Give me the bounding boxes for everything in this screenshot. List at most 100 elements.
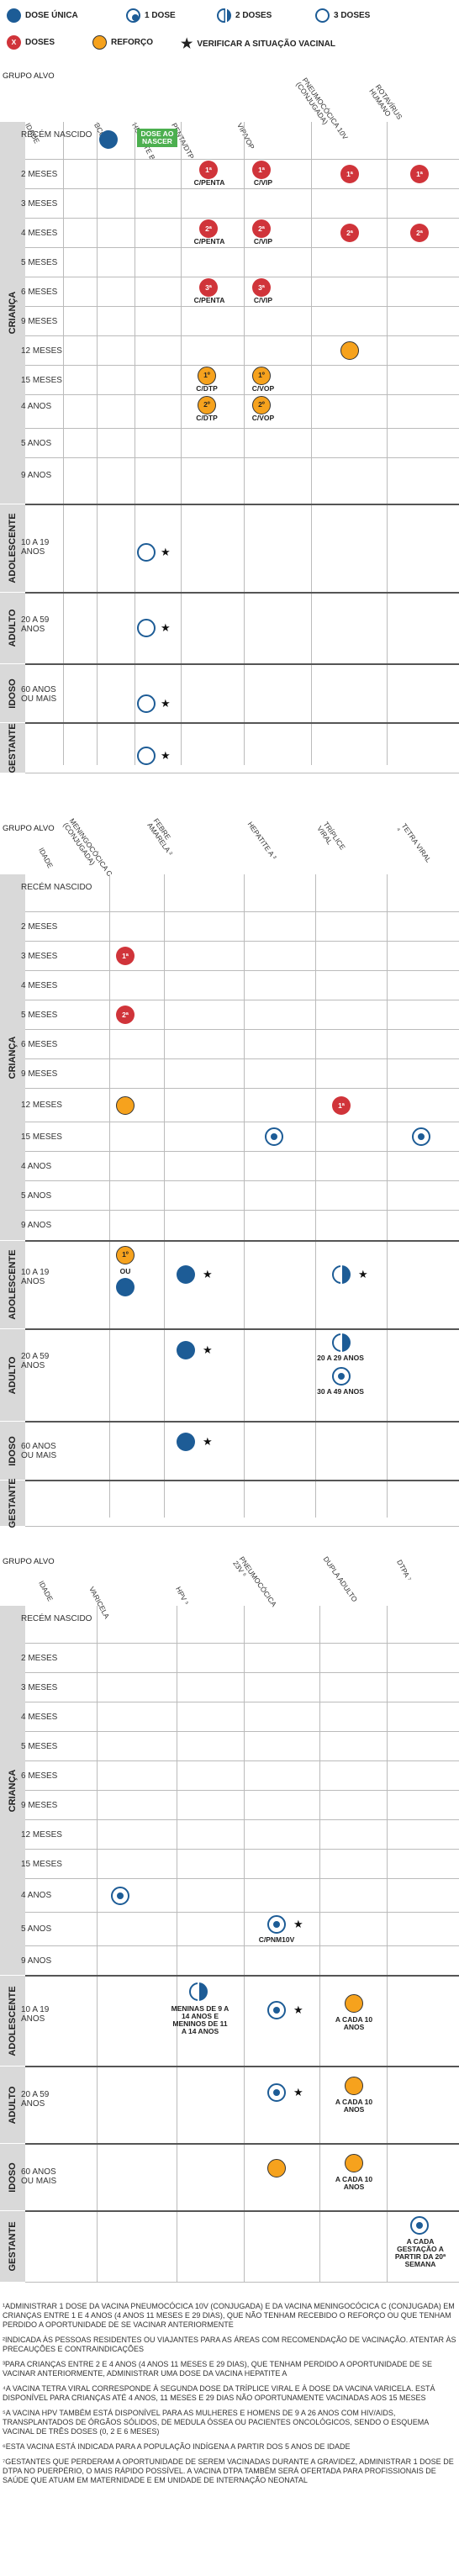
col-dupla: DUPLA ADULTO — [321, 1555, 360, 1604]
hpv-adol-cap: MENINAS DE 9 A 14 ANOS E MENINOS DE 11 A… — [171, 2004, 230, 2035]
hepb-idos-3doses — [137, 694, 156, 713]
pneumo23-5a-1dose — [267, 1915, 286, 1934]
group-crianca-1: CRIANÇA — [0, 122, 25, 504]
col-hepatite-a: HEPATITE A ³ — [245, 820, 278, 862]
hepb-adul-3doses — [137, 619, 156, 637]
footnotes: ¹ADMINISTRAR 1 DOSE DA VACINA PNEUMOCÓCI… — [3, 2302, 456, 2491]
group-idoso-3: IDOSO — [0, 2144, 25, 2211]
hepb-dose-ao-nascer: DOSE AO NASCER — [137, 129, 177, 147]
vop-r1-cap: C/VOP — [251, 384, 275, 393]
star-icon: ★ — [293, 1918, 303, 1930]
col-dtpa: DTPA ⁷ — [395, 1558, 414, 1583]
reforco-icon — [92, 35, 107, 50]
star-icon: ★ — [358, 1268, 368, 1280]
pneumo23-adol-1dose — [267, 2001, 286, 2019]
pneumo23-idos-reforco — [267, 2159, 286, 2177]
penta-d1-cap: C/PENTA — [193, 178, 225, 187]
triplice-d1: 1ª — [332, 1096, 351, 1115]
footnote-3: ³PARA CRIANÇAS ENTRE 2 E 4 ANOS (4 ANOS … — [3, 2360, 432, 2378]
t1-row-idos — [25, 664, 459, 723]
hepb-adol-3doses — [137, 543, 156, 562]
t1-age-5m: 5 MESES — [21, 258, 58, 267]
group-crianca-2: CRIANÇA — [0, 874, 25, 1241]
t1-age-4a: 4 ANOS — [21, 402, 52, 411]
t1-row-2m — [25, 160, 459, 189]
group-idoso-2: IDOSO — [0, 1422, 25, 1481]
t1-age-rn: RECÉM NASCIDO — [21, 130, 92, 140]
t1-age-9a: 9 ANOS — [21, 471, 52, 480]
footnote-2: ²INDICADA ÀS PESSOAS RESIDENTES OU VIAJA… — [3, 2336, 456, 2353]
vop-r2: 2º — [252, 396, 271, 414]
bcg-dose-unica — [99, 130, 118, 149]
t1-age-4m: 4 MESES — [21, 229, 58, 238]
dupla-adul-cap: A CADA 10 ANOS — [335, 2098, 373, 2114]
group-adolescente-1: ADOLESCENTE — [0, 504, 25, 593]
footnote-1: ¹ADMINISTRAR 1 DOSE DA VACINA PNEUMOCÓCI… — [3, 2302, 455, 2329]
t1-row-gest — [25, 723, 459, 773]
meningo-adol-unica — [116, 1278, 135, 1296]
t1-row-adol — [25, 504, 459, 593]
group-adolescente-3: ADOLESCENTE — [0, 1976, 25, 2067]
t1-row-4m — [25, 219, 459, 248]
legend-verificar: ★ VERIFICAR A SITUAÇÃO VACINAL — [181, 37, 335, 51]
t1-age-15m: 15 MESES — [21, 376, 62, 385]
star-icon: ★ — [293, 2003, 303, 2016]
doses-icon: X — [7, 35, 21, 50]
t1-age-adul: 20 A 59 ANOS — [21, 615, 50, 634]
t1-row-adul — [25, 593, 459, 664]
meningo-d1: 1ª — [116, 947, 135, 965]
penta-d3-cap: C/PENTA — [193, 296, 225, 304]
one-dose-icon — [126, 8, 140, 23]
t1-row-12m — [25, 336, 459, 366]
pneumo-d1: 1ª — [340, 165, 359, 183]
t1-age-9m: 9 MESES — [21, 317, 58, 326]
dose-unica-icon — [7, 8, 21, 23]
meningo-adol-reforco: 1º — [116, 1246, 135, 1264]
t1-row-9a — [25, 458, 459, 504]
footnote-7: ⁷GESTANTES QUE PERDERAM A OPORTUNIDADE D… — [3, 2457, 454, 2484]
dupla-idos-reforco — [345, 2154, 363, 2172]
t1-age-5a: 5 ANOS — [21, 439, 52, 448]
col-hpv: HPV ⁵ — [174, 1585, 191, 1607]
three-doses-icon — [315, 8, 330, 23]
col-febre: FEBRE AMARELA ² — [145, 816, 175, 858]
dupla-adol-cap: A CADA 10 ANOS — [335, 2015, 373, 2031]
two-doses-icon — [217, 8, 231, 27]
star-icon: ★ — [203, 1435, 213, 1448]
meningo-reforco — [116, 1096, 135, 1115]
febre-adol-unica — [177, 1265, 195, 1284]
vip-d3: 3ª — [252, 278, 271, 297]
legend-dose-unica: DOSE ÚNICA — [7, 8, 78, 23]
group-adulto-2: ADULTO — [0, 1329, 25, 1422]
hepb-gest-3doses — [137, 747, 156, 765]
pneumo-reforco — [340, 341, 359, 360]
legend-2-doses: 2 DOSES — [217, 8, 272, 27]
vip-d2: 2ª — [252, 219, 271, 238]
star-icon: ★ — [203, 1343, 213, 1356]
group-adulto-1: ADULTO — [0, 593, 25, 664]
col-triplice: TRÍPLICE VIRAL — [315, 820, 347, 852]
legend: DOSE ÚNICA 1 DOSE 2 DOSES 3 DOSES X DOSE… — [0, 0, 459, 59]
star-icon: ★ — [161, 749, 171, 762]
star-icon: ★ — [181, 37, 193, 51]
vip-d3-cap: C/VIP — [253, 296, 273, 304]
t1-row-5a — [25, 429, 459, 458]
t1-row-15m — [25, 366, 459, 395]
footnote-4: ⁴A VACINA TETRA VIRAL CORRESPONDE À SEGU… — [3, 2384, 435, 2402]
vop-r1: 1º — [252, 367, 271, 385]
rota-d1: 1ª — [410, 165, 429, 183]
pneumo23-adul-1dose — [267, 2083, 286, 2102]
dupla-idos-cap: A CADA 10 ANOS — [335, 2175, 373, 2191]
star-icon: ★ — [161, 697, 171, 710]
t1-row-5m — [25, 248, 459, 277]
t1-age-idos: 60 ANOS OU MAIS — [21, 685, 57, 704]
t1-row-9m — [25, 307, 459, 336]
dtp-r1-cap: C/DTP — [196, 384, 218, 393]
triplice-2029: 20 A 29 ANOS — [317, 1354, 364, 1362]
dtpa-gest-1dose — [410, 2216, 429, 2235]
star-icon: ★ — [203, 1268, 213, 1280]
penta-d2: 2ª — [199, 219, 218, 238]
dtp-r2-cap: C/DTP — [196, 414, 218, 422]
varicela-1dose — [111, 1887, 129, 1905]
t1-age-12m: 12 MESES — [21, 346, 62, 356]
